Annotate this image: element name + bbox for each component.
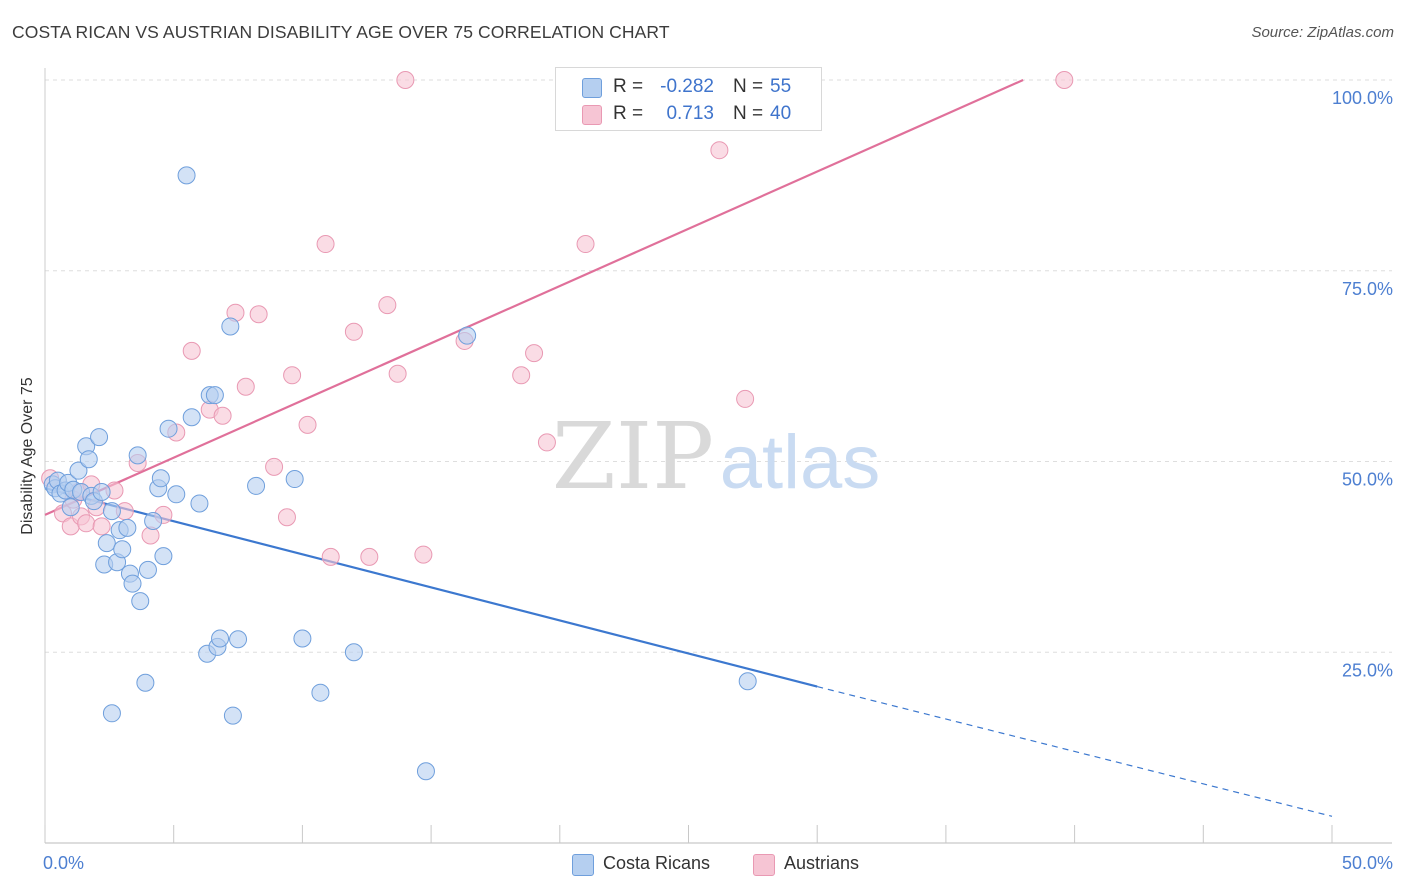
austrians-point — [213, 406, 232, 425]
costa-ricans-point — [221, 317, 240, 336]
y-tick-label: 100.0% — [1332, 88, 1393, 108]
costa-ricans-point — [311, 683, 330, 702]
costa-ricans-legend-swatch — [572, 854, 594, 876]
costa-ricans-point — [247, 476, 266, 495]
austrians-point — [182, 341, 201, 360]
y-tick-label: 50.0% — [1342, 470, 1393, 490]
chart-title: COSTA RICAN VS AUSTRIAN DISABILITY AGE O… — [12, 22, 670, 42]
costa-ricans-point — [144, 512, 163, 531]
austrians-point — [525, 344, 544, 363]
gridlines — [45, 79, 1392, 653]
austrians-point — [1055, 71, 1074, 89]
austrians-point — [414, 545, 433, 564]
costa-ricans-point — [97, 534, 116, 553]
austrians-point — [388, 364, 407, 383]
austrians-point — [537, 433, 556, 452]
costa-ricans-point — [151, 469, 170, 488]
austrians-point — [360, 547, 379, 566]
costa-ricans-point — [211, 629, 230, 648]
y-tick-label: 75.0% — [1342, 279, 1393, 299]
austrians-swatch — [582, 105, 602, 125]
costa-ricans-point — [131, 592, 150, 611]
costa-ricans-point — [458, 326, 477, 345]
n-value: 40 — [770, 103, 792, 124]
stats-row-costa-ricans: R = -0.282 N = 55 — [556, 74, 821, 100]
costa-ricans-point — [138, 560, 157, 579]
costa-ricans-point — [205, 386, 224, 405]
austrians-point — [396, 71, 415, 89]
costa-ricans-point — [136, 673, 155, 692]
y-tick-label: 25.0% — [1342, 660, 1393, 680]
costa-ricans-point — [79, 450, 98, 469]
axes — [44, 68, 1392, 844]
r-label: R = — [613, 76, 644, 97]
austrians-point — [265, 457, 284, 476]
costa-ricans-point — [285, 470, 304, 489]
austrians-point — [736, 389, 755, 408]
stats-legend: R = -0.282 N = 55 R = 0.713 N = 40 — [555, 67, 822, 131]
costa-ricans-swatch — [582, 78, 602, 98]
austrians-point — [576, 235, 595, 254]
costa-ricans-trend-extension — [817, 686, 1333, 817]
costa-ricans-point — [293, 629, 312, 648]
austrians-point — [92, 517, 111, 536]
n-value: 55 — [770, 76, 792, 97]
n-label: N = — [733, 103, 764, 124]
watermark-atlas: atlas — [720, 420, 881, 505]
costa-ricans-point — [154, 547, 173, 566]
stats-row-austrians: R = 0.713 N = 40 — [556, 101, 821, 127]
austrians-trend-line — [44, 78, 1024, 516]
austrians-point — [236, 377, 255, 396]
data-points — [41, 71, 1074, 781]
austrians-point — [77, 514, 96, 533]
costa-ricans-point — [182, 408, 201, 427]
costa-ricans-point — [123, 574, 142, 593]
costa-ricans-point — [159, 419, 178, 438]
costa-ricans-point — [416, 762, 435, 781]
legend-label: Austrians — [784, 853, 860, 873]
austrians-point — [277, 508, 296, 527]
costa-ricans-point — [128, 446, 147, 465]
austrians-point — [283, 366, 302, 385]
austrians-point — [249, 305, 268, 324]
austrians-point — [512, 366, 531, 385]
austrians-point — [710, 141, 729, 160]
trend-lines — [44, 78, 1333, 817]
series-legend: Costa Ricans Austrians — [0, 852, 1406, 876]
costa-ricans-point — [92, 483, 111, 502]
costa-ricans-point — [113, 540, 132, 559]
watermark-zip: ZIP — [552, 403, 714, 510]
austrians-point — [316, 235, 335, 254]
costa-ricans-point — [190, 494, 209, 513]
costa-ricans-point — [223, 706, 242, 725]
costa-ricans-point — [229, 630, 248, 649]
austrians-point — [321, 547, 340, 566]
legend-label: Costa Ricans — [603, 853, 711, 873]
x-tick-label: 50.0% — [1342, 853, 1393, 873]
n-label: N = — [733, 76, 764, 97]
costa-ricans-point — [90, 428, 109, 447]
costa-ricans-trend-line — [44, 487, 818, 688]
x-tick-label: 0.0% — [43, 853, 84, 873]
austrians-point — [344, 322, 363, 341]
r-label: R = — [613, 103, 644, 124]
costa-ricans-point — [102, 502, 121, 521]
r-value: -0.282 — [660, 76, 714, 97]
costa-ricans-point — [177, 166, 196, 185]
costa-ricans-point — [118, 518, 137, 537]
austrians-legend-swatch — [753, 854, 775, 876]
costa-ricans-point — [69, 461, 88, 480]
austrians-point — [298, 415, 317, 434]
costa-ricans-point — [61, 498, 80, 517]
costa-ricans-point — [738, 672, 757, 691]
watermark: ZIP atlas — [552, 403, 880, 510]
r-value: 0.713 — [666, 103, 714, 124]
austrians-point — [378, 296, 397, 315]
costa-ricans-point — [167, 485, 186, 504]
source-credit: Source: ZipAtlas.com — [1251, 24, 1394, 41]
costa-ricans-point — [102, 704, 121, 723]
tick-labels: 25.0% 50.0% 75.0% 100.0% 0.0% 50.0% — [43, 88, 1393, 873]
costa-ricans-point — [344, 643, 363, 662]
